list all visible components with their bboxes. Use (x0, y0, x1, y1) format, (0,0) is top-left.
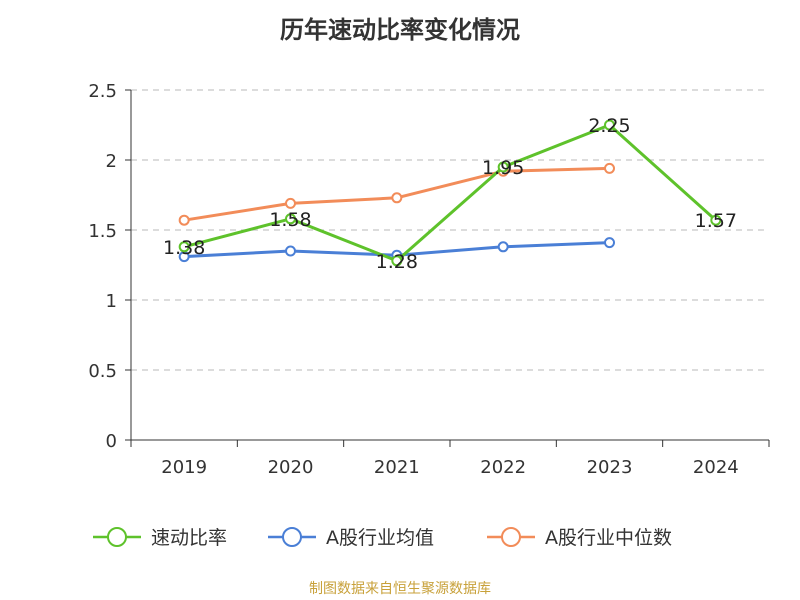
data-point (604, 237, 615, 249)
x-tick-label: 2021 (374, 457, 420, 478)
data-point (497, 161, 509, 173)
data-point (604, 162, 615, 174)
y-tick-label: 2.5 (88, 81, 117, 102)
data-point (178, 241, 190, 253)
data-point (391, 255, 403, 267)
data-point (497, 241, 509, 253)
data-label: 1.57 (695, 210, 737, 232)
data-point (391, 192, 403, 204)
y-tick-label: 1.5 (88, 221, 117, 242)
source-note: 制图数据来自恒生聚源数据库 (309, 581, 491, 597)
data-label: 2.25 (588, 115, 630, 137)
series-line (183, 123, 717, 263)
x-tick-label: 2023 (587, 457, 633, 478)
series-lines (178, 119, 722, 267)
data-point (604, 119, 615, 131)
data-label: 1.38 (163, 237, 205, 259)
data-point (178, 214, 190, 226)
y-tick-label: 0 (106, 431, 117, 452)
legend-label[interactable]: A股行业均值 (326, 527, 434, 549)
data-point (285, 213, 296, 225)
chart-title: 历年速动比率变化情况 (280, 16, 520, 44)
legend: 速动比率 A股行业均值 A股行业中位数 (93, 527, 672, 549)
y-tick-label: 0.5 (88, 361, 117, 382)
grid-lines (131, 89, 769, 371)
data-labels: 1.38 1.58 1.28 1.95 2.25 1.57 (163, 115, 737, 273)
legend-label[interactable]: A股行业中位数 (545, 527, 672, 549)
data-point (710, 214, 722, 226)
legend-marker (282, 527, 302, 547)
y-tick-label: 2 (106, 151, 117, 172)
data-point (285, 245, 296, 257)
legend-marker (501, 527, 521, 547)
axes: 0 0.5 1 1.5 2 2.5 2019 2020 2021 2022 2023 2024 (88, 81, 770, 478)
data-label: 1.58 (269, 209, 311, 231)
data-label: 1.28 (376, 251, 418, 273)
y-tick-label: 1 (106, 291, 117, 312)
legend-label[interactable]: 速动比率 (151, 527, 227, 549)
data-label: 1.95 (482, 157, 524, 179)
x-tick-label: 2024 (693, 457, 739, 478)
x-tick-label: 2022 (480, 457, 526, 478)
x-tick-label: 2019 (161, 457, 207, 478)
legend-marker (107, 527, 127, 547)
data-point (285, 197, 296, 209)
x-tick-label: 2020 (268, 457, 314, 478)
